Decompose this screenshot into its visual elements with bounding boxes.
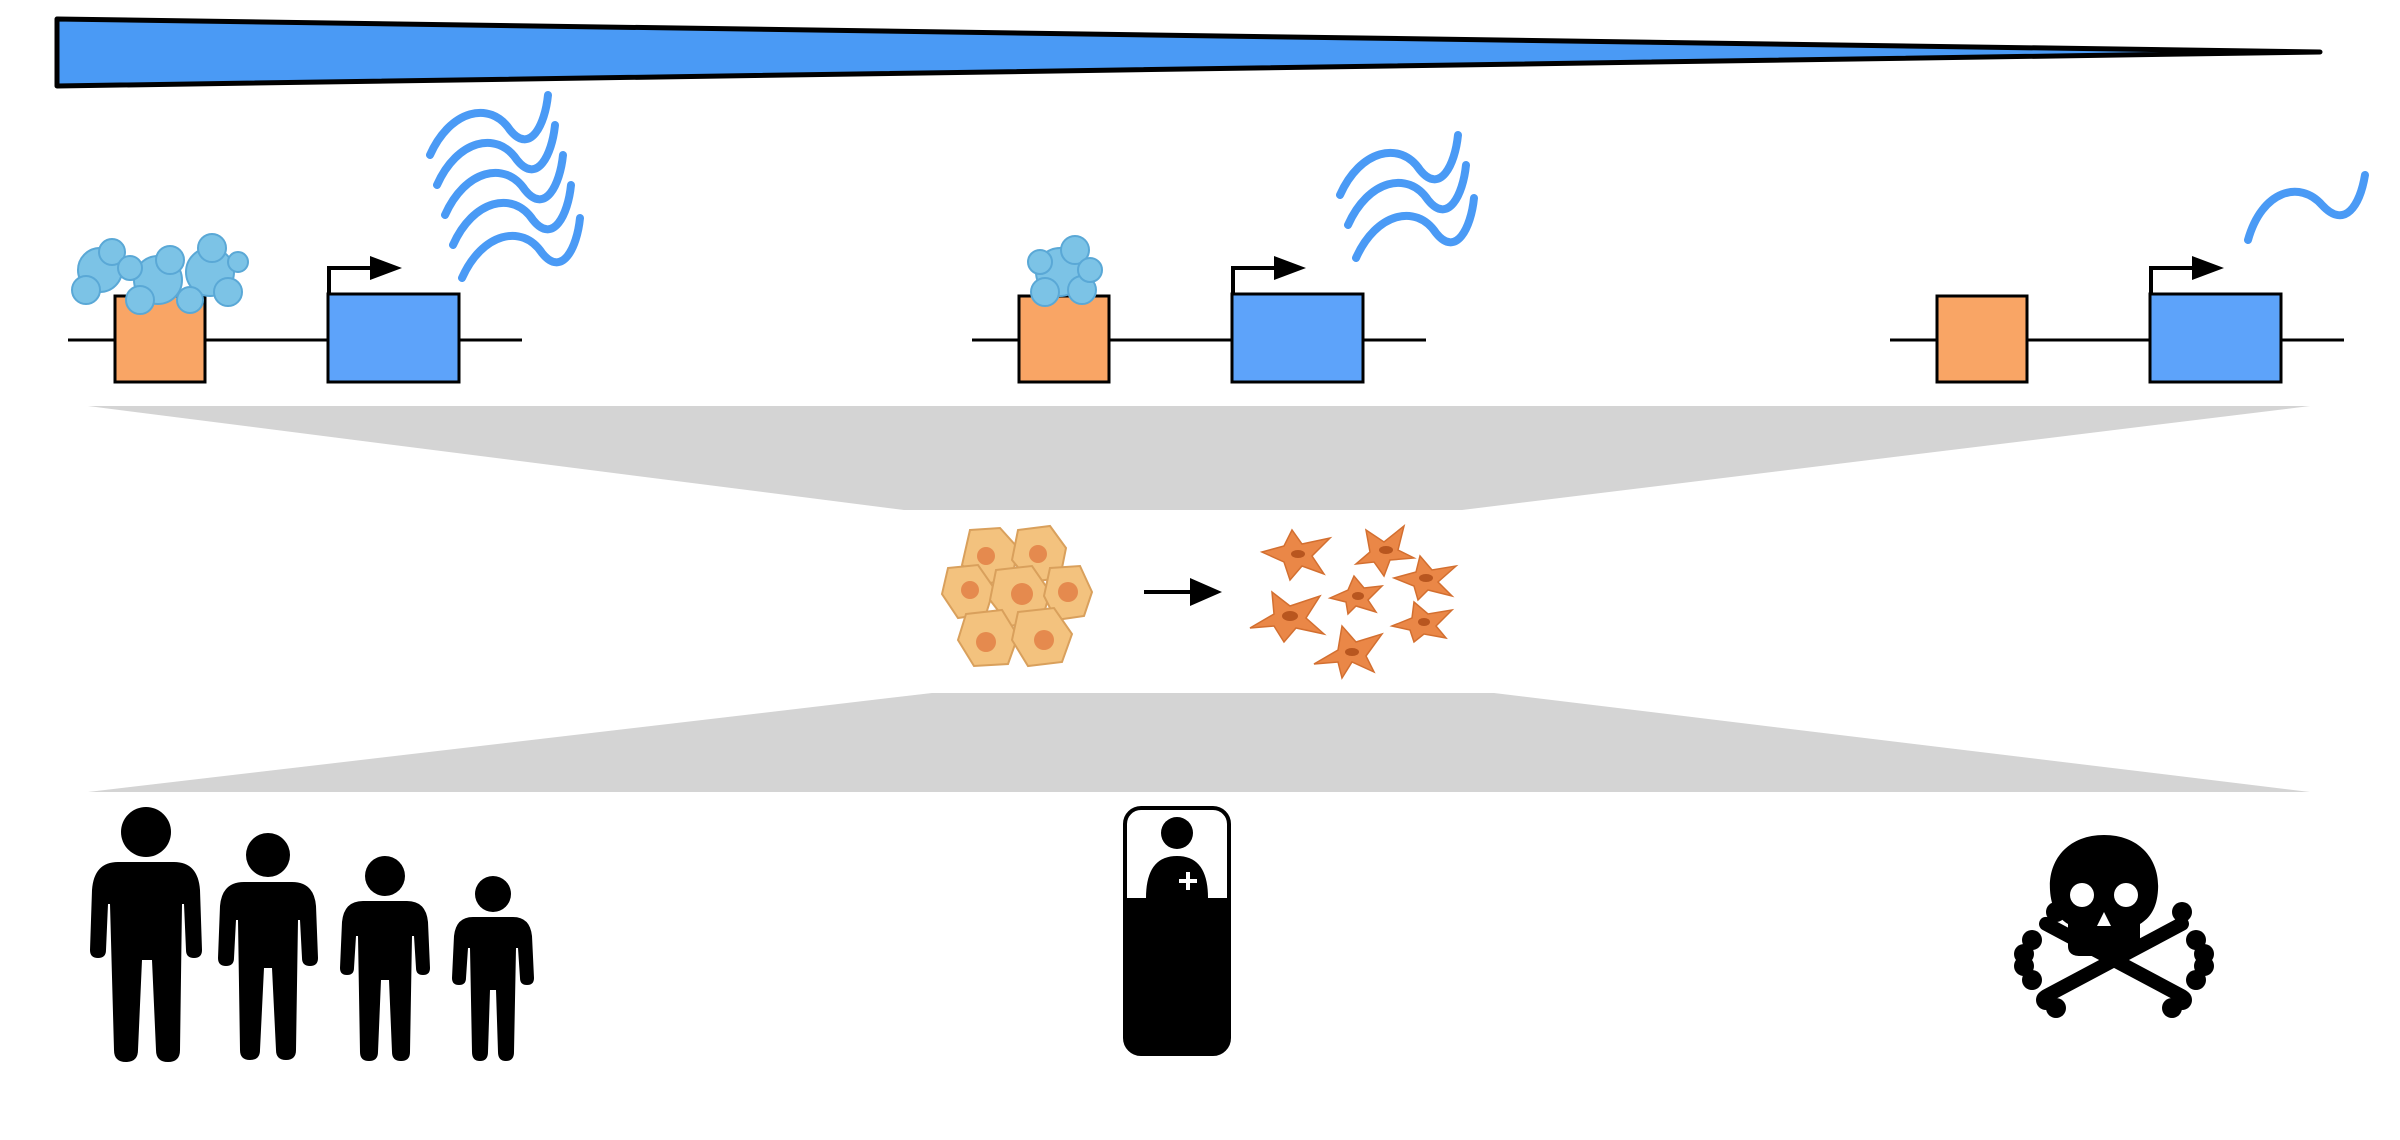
healthy-family-icon — [90, 807, 534, 1062]
skull-crossbones-icon — [2014, 835, 2214, 1018]
mrna-wave-icon — [2244, 171, 2369, 244]
epithelial-cell-cluster-icon — [940, 524, 1094, 668]
mrna-waves-icon — [426, 91, 584, 282]
zoom-funnel-lower — [88, 693, 2310, 792]
concentration-gradient-wedge — [54, 16, 2323, 89]
gene-box — [2148, 292, 2283, 384]
gene-construct-high — [68, 91, 584, 384]
gene-box — [1230, 292, 1365, 384]
transition-arrow-icon — [1144, 578, 1222, 606]
patient-in-bed-icon — [1123, 806, 1231, 1056]
mesenchymal-cells-icon — [1249, 524, 1459, 680]
gene-construct-medium — [972, 131, 1478, 384]
protein-monomer-icon — [1027, 235, 1103, 307]
regulatory-element-box — [1017, 294, 1111, 384]
promoter-arrow-icon — [2149, 256, 2224, 294]
protein-cluster-icon — [71, 233, 249, 315]
skull — [2049, 835, 2159, 956]
gene-box — [326, 292, 461, 384]
promoter-arrow-icon — [327, 256, 402, 294]
zoom-funnel-upper — [88, 406, 2310, 510]
regulatory-element-box — [1935, 294, 2029, 384]
gene-construct-none — [1890, 171, 2369, 384]
mrna-waves-icon — [1336, 131, 1478, 262]
promoter-arrow-icon — [1231, 256, 1306, 294]
